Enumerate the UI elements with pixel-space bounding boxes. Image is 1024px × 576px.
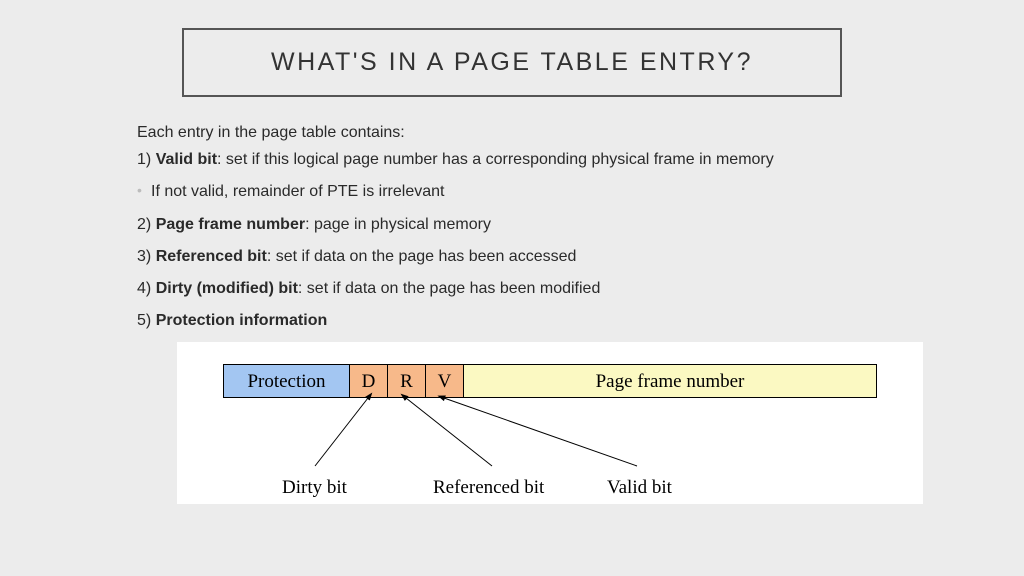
cell-v: V [426, 365, 464, 397]
item-number: 5) [137, 312, 151, 329]
intro-text: Each entry in the page table contains: [137, 121, 909, 144]
item-number: 4) [137, 280, 151, 297]
item-bold: Referenced bit [156, 248, 267, 265]
list-item: 3) Referenced bit: set if data on the pa… [137, 245, 909, 268]
cell-protection: Protection [224, 365, 350, 397]
cell-pfn: Page frame number [464, 365, 876, 397]
item-rest: : set if this logical page number has a … [217, 151, 774, 168]
cell-d: D [350, 365, 388, 397]
label-referenced-bit: Referenced bit [433, 474, 544, 502]
sub-bullet: If not valid, remainder of PTE is irrele… [137, 180, 909, 203]
list-item: 1) Valid bit: set if this logical page n… [137, 148, 909, 171]
pte-diagram: Protection D R V Page frame number Dirty… [177, 342, 923, 504]
label-dirty-bit: Dirty bit [282, 474, 347, 502]
item-bold: Valid bit [156, 151, 217, 168]
cell-r: R [388, 365, 426, 397]
arrow-valid [444, 398, 637, 466]
item-number: 1) [137, 151, 151, 168]
arrow-dirty [315, 398, 368, 466]
arrow-referenced [406, 398, 492, 466]
item-rest: : set if data on the page has been acces… [267, 248, 577, 265]
title-box: WHAT'S IN A PAGE TABLE ENTRY? [182, 28, 842, 97]
item-rest: : page in physical memory [305, 216, 491, 233]
slide-title: WHAT'S IN A PAGE TABLE ENTRY? [214, 48, 810, 77]
content-area: Each entry in the page table contains: 1… [55, 121, 969, 504]
item-bold: Dirty (modified) bit [156, 280, 298, 297]
item-bold: Page frame number [156, 216, 305, 233]
pte-row: Protection D R V Page frame number [223, 364, 877, 398]
list-item: 2) Page frame number: page in physical m… [137, 213, 909, 236]
item-number: 3) [137, 248, 151, 265]
item-number: 2) [137, 216, 151, 233]
item-rest: : set if data on the page has been modif… [298, 280, 600, 297]
list-item: 5) Protection information [137, 309, 909, 332]
list-item: 4) Dirty (modified) bit: set if data on … [137, 277, 909, 300]
item-bold: Protection information [156, 312, 328, 329]
label-valid-bit: Valid bit [607, 474, 672, 502]
